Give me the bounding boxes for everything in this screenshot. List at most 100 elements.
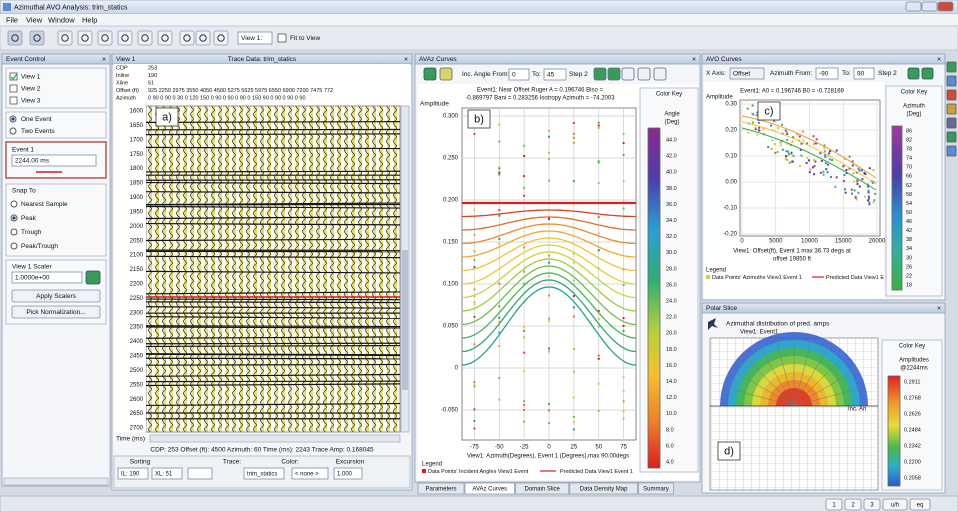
status-button[interactable] (882, 498, 908, 511)
data-point (572, 122, 575, 125)
data-point (830, 176, 833, 179)
avaz-button[interactable] (423, 67, 437, 81)
toolbar-button[interactable] (97, 30, 113, 46)
close-button[interactable]: × (404, 56, 408, 63)
data-point (802, 139, 805, 142)
view-checkbox-label: View 3 (21, 98, 41, 105)
window-control[interactable] (905, 1, 922, 12)
close-button[interactable]: × (937, 305, 941, 312)
toolbar-button[interactable] (157, 30, 173, 46)
data-point (523, 326, 526, 329)
avo-panel-title: AVO Curves (706, 56, 742, 63)
data-point (751, 112, 754, 115)
color-key-tick: 26 (906, 264, 912, 270)
avaz-tool[interactable] (621, 67, 635, 81)
control-input[interactable] (333, 467, 363, 480)
data-point (597, 382, 600, 385)
action-button[interactable] (11, 305, 101, 319)
seismic-event (145, 336, 401, 339)
v-scroll-thumb[interactable] (402, 250, 408, 390)
status-button[interactable] (909, 498, 931, 511)
predicted-curve (462, 216, 636, 231)
angle-to-input[interactable] (543, 68, 567, 81)
toolbar-button[interactable] (29, 30, 45, 46)
angle-to-label: To: (532, 71, 541, 78)
avaz-tool[interactable] (593, 67, 607, 81)
toolbar-button[interactable] (77, 30, 93, 46)
avaz-button[interactable] (439, 67, 453, 81)
side-tool[interactable] (946, 89, 957, 101)
time-tick-label: 2300 (130, 310, 144, 316)
action-button[interactable] (11, 289, 101, 303)
data-point (823, 146, 826, 149)
view-checkbox[interactable] (9, 72, 18, 81)
event-input[interactable] (11, 154, 97, 167)
toolbar-button[interactable] (213, 30, 229, 46)
data-point (758, 126, 761, 129)
toolbar-button[interactable] (179, 30, 195, 46)
toolbar-button[interactable] (195, 30, 211, 46)
snap-radio[interactable] (10, 200, 18, 208)
window-control[interactable] (921, 1, 938, 12)
snap-radio[interactable] (10, 228, 18, 236)
status-button[interactable] (825, 498, 843, 511)
event-count-group (5, 111, 107, 139)
status-button[interactable] (844, 498, 862, 511)
event-radio[interactable] (9, 127, 17, 135)
scaler-button[interactable] (85, 270, 101, 285)
avo-tool[interactable] (907, 67, 920, 80)
close-button[interactable]: × (937, 56, 941, 63)
data-point (473, 384, 476, 387)
control-input[interactable] (243, 467, 285, 480)
fit-checkbox[interactable] (277, 33, 287, 43)
toolbar-button[interactable] (57, 30, 73, 46)
azimuth-from-input[interactable] (815, 67, 839, 80)
side-tool[interactable] (946, 103, 957, 115)
control-input[interactable] (117, 467, 149, 480)
side-tool[interactable] (946, 131, 957, 143)
control-input[interactable] (151, 467, 183, 480)
window-control[interactable] (937, 1, 954, 12)
x-tick-label: 0 (547, 445, 551, 451)
scaler-input[interactable] (11, 271, 83, 284)
tab[interactable] (417, 482, 465, 495)
data-point (798, 135, 801, 138)
view-select[interactable] (237, 31, 273, 45)
data-point (597, 121, 600, 124)
view-checkbox[interactable] (9, 96, 18, 105)
toolbar-button[interactable] (137, 30, 153, 46)
toolbar-button[interactable] (7, 30, 23, 46)
avaz-tool[interactable] (637, 67, 651, 81)
data-point (597, 310, 600, 313)
side-tool[interactable] (946, 117, 957, 129)
angle-from-input[interactable] (508, 68, 530, 81)
snap-radio[interactable] (10, 242, 18, 250)
view-checkbox-label: View 2 (21, 86, 41, 93)
side-tool[interactable] (946, 61, 957, 73)
side-tool[interactable] (946, 145, 957, 157)
close-button[interactable]: × (102, 56, 106, 63)
tab[interactable] (515, 482, 570, 495)
azimuth-to-input[interactable] (853, 67, 875, 80)
control-input[interactable] (291, 467, 329, 480)
avaz-tool[interactable] (607, 67, 621, 81)
data-point (776, 150, 779, 153)
avo-tool[interactable] (921, 67, 934, 80)
tab[interactable] (638, 482, 675, 495)
side-tool[interactable] (946, 75, 957, 87)
data-point (622, 417, 625, 420)
color-key-name: Azimuth (903, 104, 925, 110)
control-input[interactable] (187, 467, 213, 480)
tab[interactable] (464, 482, 515, 495)
tab[interactable] (569, 482, 638, 495)
close-button[interactable]: × (692, 56, 696, 63)
x-axis-select[interactable] (729, 67, 765, 80)
view-checkbox[interactable] (9, 84, 18, 93)
data-point (572, 279, 575, 282)
data-point (548, 275, 550, 278)
polar-spoke (793, 386, 866, 407)
data-point (851, 160, 854, 163)
avaz-tool[interactable] (653, 67, 667, 81)
toolbar-button[interactable] (117, 30, 133, 46)
status-button[interactable] (863, 498, 881, 511)
